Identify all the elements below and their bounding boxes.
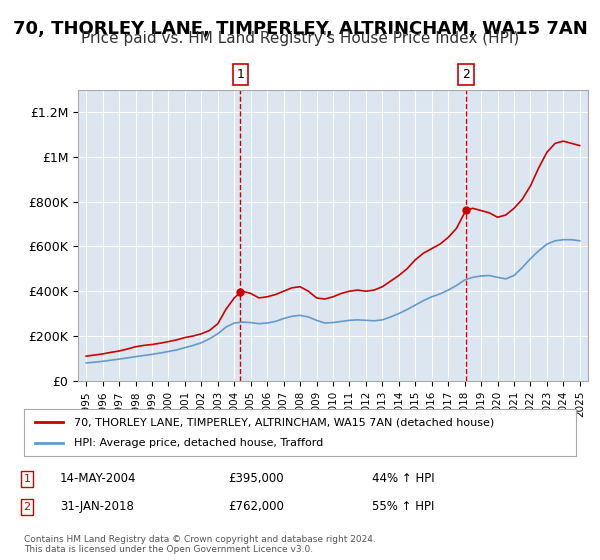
Text: £395,000: £395,000	[228, 472, 284, 486]
Text: 2: 2	[462, 68, 470, 81]
Text: HPI: Average price, detached house, Trafford: HPI: Average price, detached house, Traf…	[74, 438, 323, 448]
Text: Price paid vs. HM Land Registry's House Price Index (HPI): Price paid vs. HM Land Registry's House …	[81, 31, 519, 46]
Text: £762,000: £762,000	[228, 500, 284, 514]
Text: 14-MAY-2004: 14-MAY-2004	[60, 472, 137, 486]
Text: 1: 1	[23, 474, 31, 484]
Text: 31-JAN-2018: 31-JAN-2018	[60, 500, 134, 514]
Text: 70, THORLEY LANE, TIMPERLEY, ALTRINCHAM, WA15 7AN (detached house): 70, THORLEY LANE, TIMPERLEY, ALTRINCHAM,…	[74, 417, 494, 427]
Text: 2: 2	[23, 502, 31, 512]
Text: 44% ↑ HPI: 44% ↑ HPI	[372, 472, 434, 486]
Text: 70, THORLEY LANE, TIMPERLEY, ALTRINCHAM, WA15 7AN: 70, THORLEY LANE, TIMPERLEY, ALTRINCHAM,…	[13, 20, 587, 38]
Text: 55% ↑ HPI: 55% ↑ HPI	[372, 500, 434, 514]
Text: 1: 1	[236, 68, 244, 81]
Text: Contains HM Land Registry data © Crown copyright and database right 2024.
This d: Contains HM Land Registry data © Crown c…	[24, 535, 376, 554]
